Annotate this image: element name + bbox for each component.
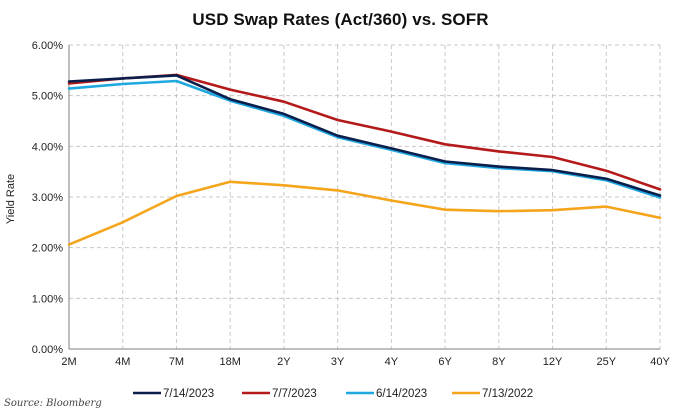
- x-tick-label: 2M: [61, 356, 76, 368]
- legend-label: 7/14/2023: [163, 388, 214, 400]
- legend-label: 6/14/2023: [376, 388, 427, 400]
- x-tick-label: 18M: [219, 356, 240, 368]
- series-line-2: [67, 79, 662, 199]
- y-tick-label: 0.00%: [32, 344, 63, 356]
- y-axis-label: Yield Rate: [5, 174, 17, 224]
- x-tick-label: 4M: [115, 356, 130, 368]
- x-tick-label: 2Y: [277, 356, 291, 368]
- y-tick-label: 1.00%: [32, 293, 63, 305]
- x-tick-label: 3Y: [331, 356, 345, 368]
- x-tick-label: 12Y: [543, 356, 563, 368]
- x-tick-label: 6Y: [438, 356, 452, 368]
- y-tick-label: 6.00%: [32, 40, 63, 52]
- series-line-0: [67, 74, 662, 197]
- x-tick-label: 25Y: [596, 356, 616, 368]
- y-tick-label: 2.00%: [32, 243, 63, 255]
- x-tick-label: 8Y: [492, 356, 506, 368]
- source-note: Source: Bloomberg: [4, 398, 102, 409]
- y-tick-label: 5.00%: [32, 91, 63, 103]
- chart-title: USD Swap Rates (Act/360) vs. SOFR: [192, 10, 489, 29]
- legend-label: 7/13/2022: [482, 388, 533, 400]
- series-line-3: [67, 180, 662, 246]
- x-tick-label: 4Y: [385, 356, 399, 368]
- x-tick-label: 7M: [169, 356, 184, 368]
- y-tick-label: 3.00%: [32, 192, 63, 204]
- legend-label: 7/7/2023: [272, 388, 317, 400]
- y-tick-label: 4.00%: [32, 141, 63, 153]
- x-tick-label: 40Y: [650, 356, 670, 368]
